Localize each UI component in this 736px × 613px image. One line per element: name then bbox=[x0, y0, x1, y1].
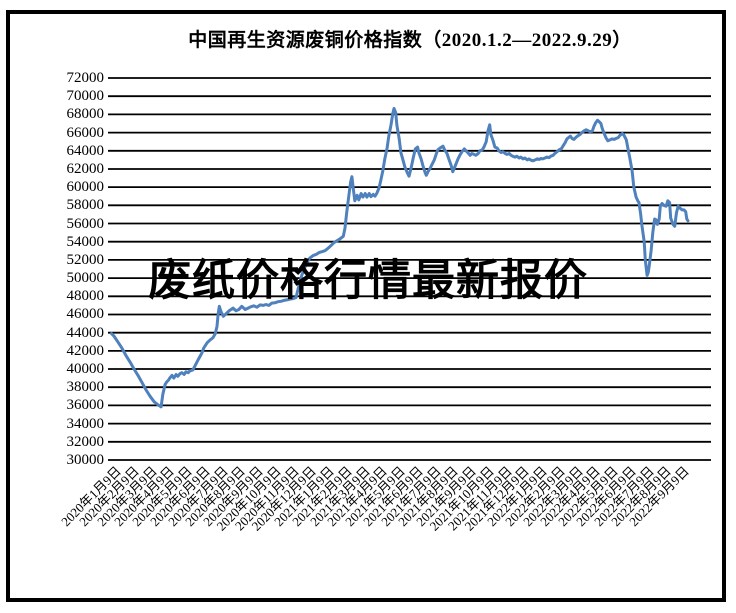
y-axis-tick-label: 66000 bbox=[66, 124, 105, 141]
y-axis-tick-label: 64000 bbox=[66, 142, 105, 159]
price-line-series bbox=[110, 107, 690, 409]
chart-title: 中国再生资源废铜价格指数（2020.1.2—2022.9.29） bbox=[188, 30, 632, 51]
watermark-text: 废纸价格行情最新报价 bbox=[148, 257, 588, 305]
y-axis-tick-label: 70000 bbox=[66, 88, 105, 105]
y-axis-tick-label: 72000 bbox=[66, 70, 105, 86]
y-axis-tick-label: 36000 bbox=[66, 397, 105, 414]
y-axis-tick-label: 62000 bbox=[66, 160, 105, 177]
chart-border-frame bbox=[6, 10, 726, 602]
y-axis-tick-label: 58000 bbox=[66, 197, 105, 214]
y-axis-tick-label: 54000 bbox=[66, 233, 105, 250]
gridlines bbox=[108, 77, 711, 461]
y-axis-tick-label: 68000 bbox=[66, 106, 105, 123]
y-axis-tick-label: 34000 bbox=[66, 415, 105, 432]
y-axis-tick-label: 30000 bbox=[66, 452, 105, 468]
y-axis-tick-label: 38000 bbox=[66, 379, 105, 396]
y-axis-tick-label: 44000 bbox=[66, 324, 105, 341]
y-axis-tick-label: 40000 bbox=[66, 361, 105, 378]
y-axis-tick-label: 56000 bbox=[66, 215, 105, 232]
y-axis-tick-label: 60000 bbox=[66, 179, 105, 196]
y-axis-tick-label: 32000 bbox=[66, 433, 105, 450]
y-axis-tick-label: 52000 bbox=[66, 251, 105, 268]
y-axis-tick-label: 42000 bbox=[66, 342, 105, 359]
y-axis-tick-label: 50000 bbox=[66, 270, 105, 287]
y-axis-tick-label: 48000 bbox=[66, 288, 105, 305]
y-axis-tick-label: 46000 bbox=[66, 306, 105, 323]
